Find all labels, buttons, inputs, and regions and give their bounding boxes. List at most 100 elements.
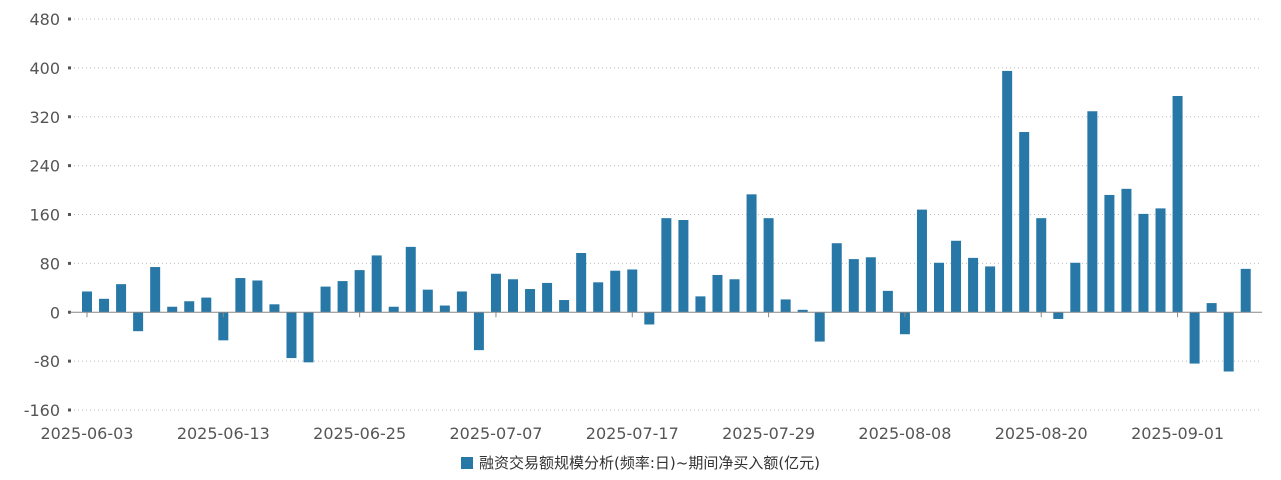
bar <box>337 281 348 313</box>
y-tick-label: 80 <box>40 254 60 273</box>
bar <box>934 262 944 313</box>
bar <box>456 291 467 313</box>
bar <box>695 296 706 313</box>
x-tick-label: 2025-07-17 <box>586 424 679 443</box>
bar <box>320 286 331 313</box>
y-tick-mark <box>68 213 71 216</box>
bar <box>1206 303 1217 313</box>
bar <box>1104 194 1115 313</box>
bar <box>525 289 536 313</box>
bar <box>848 259 859 313</box>
bar <box>201 297 212 313</box>
bars <box>82 70 1251 372</box>
x-tick-label: 2025-08-20 <box>995 424 1088 443</box>
y-tick-label: -160 <box>24 401 60 420</box>
bar <box>371 255 382 313</box>
x-tick-label: 2025-06-03 <box>41 424 134 443</box>
y-tick-mark <box>68 310 71 314</box>
y-tick-label: 480 <box>29 10 60 29</box>
bar <box>422 289 433 313</box>
bar <box>746 194 757 313</box>
bar <box>150 267 161 313</box>
y-tick-mark <box>68 66 71 70</box>
bar <box>644 312 655 325</box>
bar <box>1240 268 1251 313</box>
bar <box>269 304 280 313</box>
legend: 融资交易额规模分析(频率:日)~期间净买入额(亿元) <box>461 454 820 472</box>
bar <box>167 306 178 313</box>
bar <box>473 312 484 351</box>
bar <box>388 306 399 313</box>
bar <box>1019 132 1030 313</box>
bar <box>542 282 553 313</box>
y-tick-mark <box>68 164 71 168</box>
x-tick-label: 2025-07-07 <box>449 424 542 443</box>
bar <box>559 300 570 313</box>
x-tick-label: 2025-06-25 <box>313 424 406 443</box>
bar <box>252 280 263 313</box>
bar <box>899 312 910 335</box>
x-tick-label: 2025-08-08 <box>858 424 951 443</box>
y-tick-mark <box>68 408 71 412</box>
bar <box>763 218 774 313</box>
bar <box>286 312 297 359</box>
bar <box>1121 188 1132 313</box>
bar <box>1223 312 1234 372</box>
bar <box>610 270 621 313</box>
bar <box>218 312 229 341</box>
bar <box>1036 218 1047 313</box>
bar <box>1189 312 1200 364</box>
bar <box>1070 262 1081 313</box>
bar <box>831 243 842 313</box>
bar <box>1172 95 1183 313</box>
y-tick-mark <box>68 17 71 21</box>
y-tick-label: 0 <box>50 303 60 322</box>
y-tick-label: 320 <box>29 108 60 127</box>
bar <box>985 266 996 313</box>
bar <box>116 284 127 313</box>
bar <box>235 278 246 313</box>
bar <box>303 312 314 363</box>
bar <box>439 305 450 313</box>
bar <box>405 246 416 313</box>
gridlines <box>70 18 1262 411</box>
bar <box>882 290 893 313</box>
bar <box>576 252 587 313</box>
legend-swatch <box>461 457 473 469</box>
bar <box>865 257 876 313</box>
bar <box>1053 312 1064 319</box>
bar <box>968 257 979 313</box>
y-tick-label: 240 <box>29 157 60 176</box>
y-tick-label: 400 <box>29 59 60 78</box>
bar <box>951 240 962 313</box>
bar <box>1138 213 1149 313</box>
bar <box>678 220 689 313</box>
x-tick-label: 2025-07-29 <box>722 424 815 443</box>
bar <box>99 298 110 313</box>
x-axis: 2025-06-03 2025-06-13 2025-06-25 2025-07-07… <box>41 311 1262 443</box>
bar <box>593 282 604 313</box>
bar <box>729 279 740 313</box>
bar <box>133 312 144 332</box>
bar <box>627 269 638 313</box>
y-tick-mark <box>68 359 71 363</box>
bar <box>712 274 723 313</box>
bar <box>82 291 92 313</box>
bar <box>1002 70 1013 313</box>
bar <box>814 312 825 342</box>
bar <box>916 209 927 313</box>
y-tick-label: 160 <box>29 206 60 225</box>
bar <box>661 218 672 313</box>
bar <box>1155 208 1166 313</box>
x-tick-label: 2025-06-13 <box>177 424 270 443</box>
legend-label: 融资交易额规模分析(频率:日)~期间净买入额(亿元) <box>479 454 820 472</box>
y-tick-mark <box>68 261 71 265</box>
bar <box>508 279 518 313</box>
bar <box>780 299 791 313</box>
bar <box>184 301 195 313</box>
x-tick-label: 2025-09-01 <box>1131 424 1224 443</box>
y-axis: -160 -80 0 80 160 240 320 400 480 <box>24 10 71 420</box>
y-tick-label: -80 <box>34 352 60 371</box>
bar <box>354 270 365 313</box>
